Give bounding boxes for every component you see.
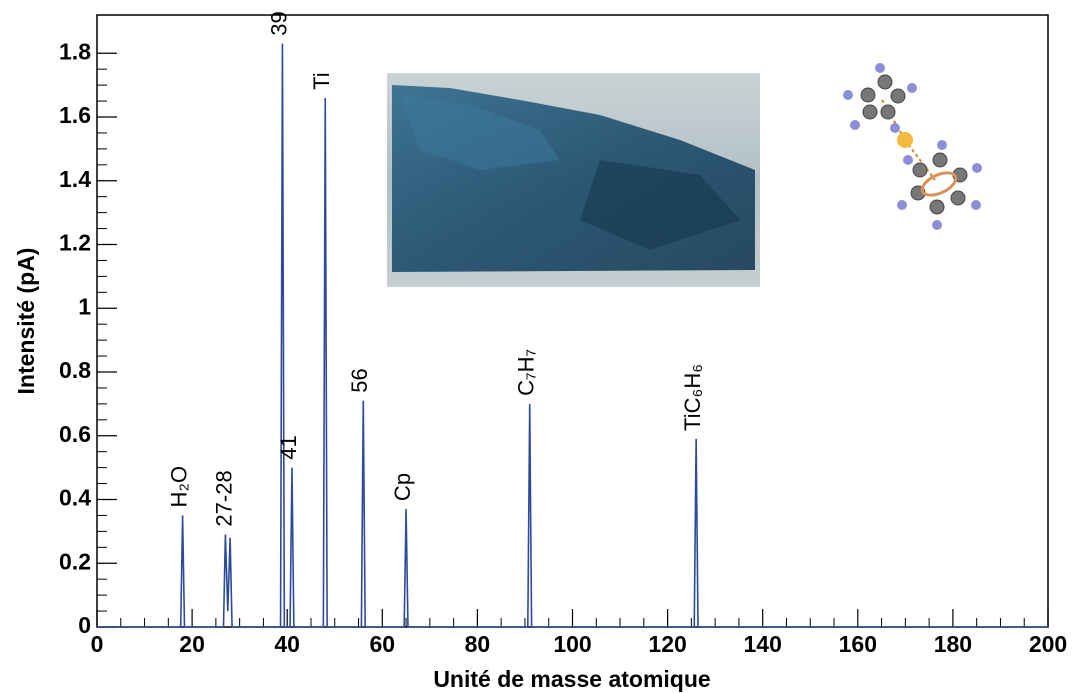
peak-label: 56 — [347, 368, 372, 392]
x-tick-label: 80 — [465, 631, 491, 657]
molecule — [843, 63, 982, 230]
x-tick-label: 40 — [274, 631, 300, 657]
x-tick-label: 0 — [91, 631, 104, 657]
x-tick-label: 20 — [179, 631, 205, 657]
y-tick-label: 0 — [78, 612, 91, 638]
peak-label: Cp — [390, 473, 415, 501]
photo — [387, 73, 760, 287]
peak-label: C₇H₇ — [514, 349, 539, 396]
x-tick-label: 140 — [744, 631, 782, 657]
x-tick-label: 200 — [1029, 631, 1067, 657]
y-axis-title: Intensité (pA) — [13, 248, 39, 395]
y-tick-label: 1.8 — [59, 38, 91, 64]
y-tick-label: 0.4 — [59, 485, 91, 511]
peak-label: 39 — [266, 11, 291, 35]
y-tick-label: 1.4 — [59, 166, 91, 192]
x-axis-title: Unité de masse atomique — [433, 666, 710, 692]
y-tick-label: 0.6 — [59, 421, 91, 447]
y-tick-label: 1 — [78, 293, 91, 319]
x-tick-label: 60 — [370, 631, 396, 657]
peak-label: TiC₆H₆ — [680, 364, 705, 431]
spectrum-line — [97, 43, 1048, 628]
x-tick-label: 160 — [839, 631, 877, 657]
peak-label: Ti — [309, 72, 334, 90]
peak-label: 27-28 — [212, 470, 237, 526]
peak-label: 41 — [276, 435, 301, 459]
x-tick-label: 100 — [553, 631, 591, 657]
x-tick-label: 120 — [648, 631, 686, 657]
y-tick-label: 0.8 — [59, 357, 91, 383]
y-tick-label: 1.6 — [59, 102, 91, 128]
peak-label: H₂O — [166, 466, 191, 508]
y-tick-label: 0.2 — [59, 548, 91, 574]
x-tick-label: 180 — [934, 631, 972, 657]
y-tick-label: 1.2 — [59, 230, 91, 256]
